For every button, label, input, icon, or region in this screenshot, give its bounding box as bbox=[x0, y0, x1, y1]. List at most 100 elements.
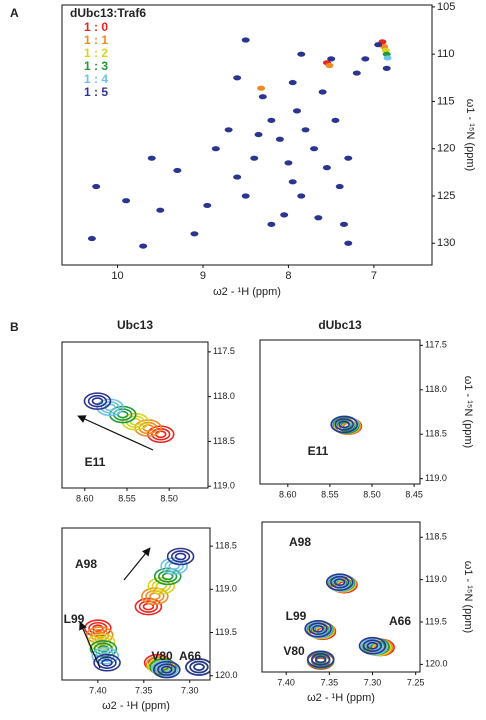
plot-frame bbox=[61, 4, 433, 266]
legend-title: dUbc13:Traf6 bbox=[70, 6, 146, 20]
contour-ring bbox=[334, 418, 354, 431]
peak bbox=[92, 183, 101, 190]
y-tick-label: 118.5 bbox=[213, 436, 235, 446]
peak bbox=[374, 42, 383, 48]
contour-ring bbox=[306, 650, 335, 669]
peak bbox=[382, 65, 391, 71]
peak bbox=[203, 202, 212, 209]
y-tick-label: 119.0 bbox=[425, 473, 447, 483]
x-axis-label: ω2 - ¹H (ppm) bbox=[213, 286, 281, 298]
y-tick-label: 115 bbox=[437, 95, 455, 107]
contour-ring bbox=[193, 663, 205, 671]
y-axis-label: ω1 - ¹⁵N (ppm) bbox=[464, 99, 476, 171]
x-axis-label: ω2 - ¹H (ppm) bbox=[307, 692, 375, 704]
peak bbox=[275, 136, 284, 142]
x-tick-label: 7.35 bbox=[321, 677, 339, 687]
y-tick-label: 118.0 bbox=[213, 391, 235, 401]
contour-ring bbox=[101, 658, 113, 667]
peak-annotation: V80 bbox=[283, 644, 305, 658]
x-tick-label: 8.60 bbox=[76, 493, 94, 503]
contour-ring bbox=[358, 636, 387, 655]
column-title: dUbc13 bbox=[318, 318, 362, 332]
contour-ring bbox=[91, 647, 120, 665]
y-tick-label: 120.0 bbox=[425, 659, 448, 669]
contour-ring bbox=[170, 550, 191, 563]
x-tick-label: 7.40 bbox=[89, 685, 107, 695]
peak bbox=[147, 155, 156, 161]
contour-ring bbox=[333, 578, 346, 587]
peak bbox=[339, 221, 348, 227]
peak-annotation: E11 bbox=[85, 455, 106, 469]
y-tick-label: 125 bbox=[437, 190, 455, 202]
x-tick-label: 8.55 bbox=[321, 489, 339, 499]
peak bbox=[314, 215, 323, 221]
peak bbox=[211, 146, 220, 152]
contour-ring bbox=[145, 589, 165, 603]
peak bbox=[352, 70, 361, 76]
peak bbox=[292, 108, 301, 114]
shift-arrow bbox=[77, 415, 154, 451]
y-tick-label: 119.5 bbox=[215, 627, 237, 637]
contour-ring bbox=[152, 660, 181, 679]
peak bbox=[139, 243, 148, 249]
x-tick-label: 7 bbox=[371, 270, 377, 282]
plot-area bbox=[330, 415, 363, 436]
contour-ring bbox=[134, 597, 163, 616]
contour-ring bbox=[311, 653, 331, 666]
y-tick-label: 110 bbox=[437, 48, 455, 60]
y-tick-label: 119.0 bbox=[425, 574, 447, 584]
peak bbox=[257, 85, 266, 91]
peak bbox=[327, 56, 336, 62]
legend-entry: 1 : 1 bbox=[84, 33, 108, 47]
contour-ring bbox=[89, 640, 118, 658]
y-tick-label: 130 bbox=[437, 237, 455, 249]
y-tick-label: 105 bbox=[437, 1, 455, 13]
x-tick-label: 7.30 bbox=[364, 677, 382, 687]
peak bbox=[173, 167, 182, 174]
contour-ring bbox=[174, 552, 187, 561]
y-tick-label: 120 bbox=[437, 143, 455, 155]
peak bbox=[284, 160, 293, 166]
x-tick-label: 8.50 bbox=[363, 489, 381, 499]
contour-ring bbox=[189, 660, 209, 674]
x-tick-label: 10 bbox=[111, 270, 123, 282]
peak bbox=[288, 79, 297, 86]
contour-ring bbox=[308, 622, 328, 636]
contour-ring bbox=[366, 641, 379, 650]
y-tick-label: 118.5 bbox=[215, 541, 237, 551]
peak-annotation: E11 bbox=[308, 444, 329, 458]
peak bbox=[122, 198, 131, 204]
y-tick-label: 118.5 bbox=[425, 532, 447, 542]
peak-annotation: A66 bbox=[389, 614, 411, 628]
x-tick-label: 8 bbox=[285, 270, 291, 282]
contour-ring bbox=[85, 626, 114, 644]
y-axis-label: ω1 - ¹⁵N (ppm) bbox=[462, 561, 474, 633]
peak bbox=[331, 117, 340, 123]
y-tick-label: 118.5 bbox=[425, 429, 447, 439]
contour-ring bbox=[185, 658, 210, 676]
contour-ring bbox=[153, 567, 182, 586]
contour-ring bbox=[147, 577, 176, 595]
plot-area bbox=[83, 392, 175, 444]
contour-ring bbox=[141, 587, 169, 606]
y-tick-label: 119.0 bbox=[213, 481, 235, 491]
contour-ring bbox=[330, 415, 359, 434]
contour-ring bbox=[312, 624, 324, 633]
legend-entry: 1 : 0 bbox=[84, 20, 108, 34]
peak bbox=[233, 75, 242, 81]
plot-frame bbox=[259, 339, 421, 485]
peak-annotation: A98 bbox=[289, 535, 311, 549]
peak bbox=[325, 62, 334, 69]
peak bbox=[301, 127, 310, 133]
peak bbox=[233, 174, 242, 180]
contour-ring bbox=[93, 653, 121, 672]
peak bbox=[241, 37, 250, 43]
x-tick-label: 7.40 bbox=[277, 677, 295, 687]
peak bbox=[297, 193, 306, 199]
peak bbox=[344, 240, 353, 246]
plot-frame bbox=[261, 521, 421, 673]
peak bbox=[322, 165, 331, 171]
x-tick-label: 7.30 bbox=[181, 685, 199, 695]
contour-ring bbox=[304, 619, 332, 638]
shift-arrow bbox=[79, 621, 101, 669]
